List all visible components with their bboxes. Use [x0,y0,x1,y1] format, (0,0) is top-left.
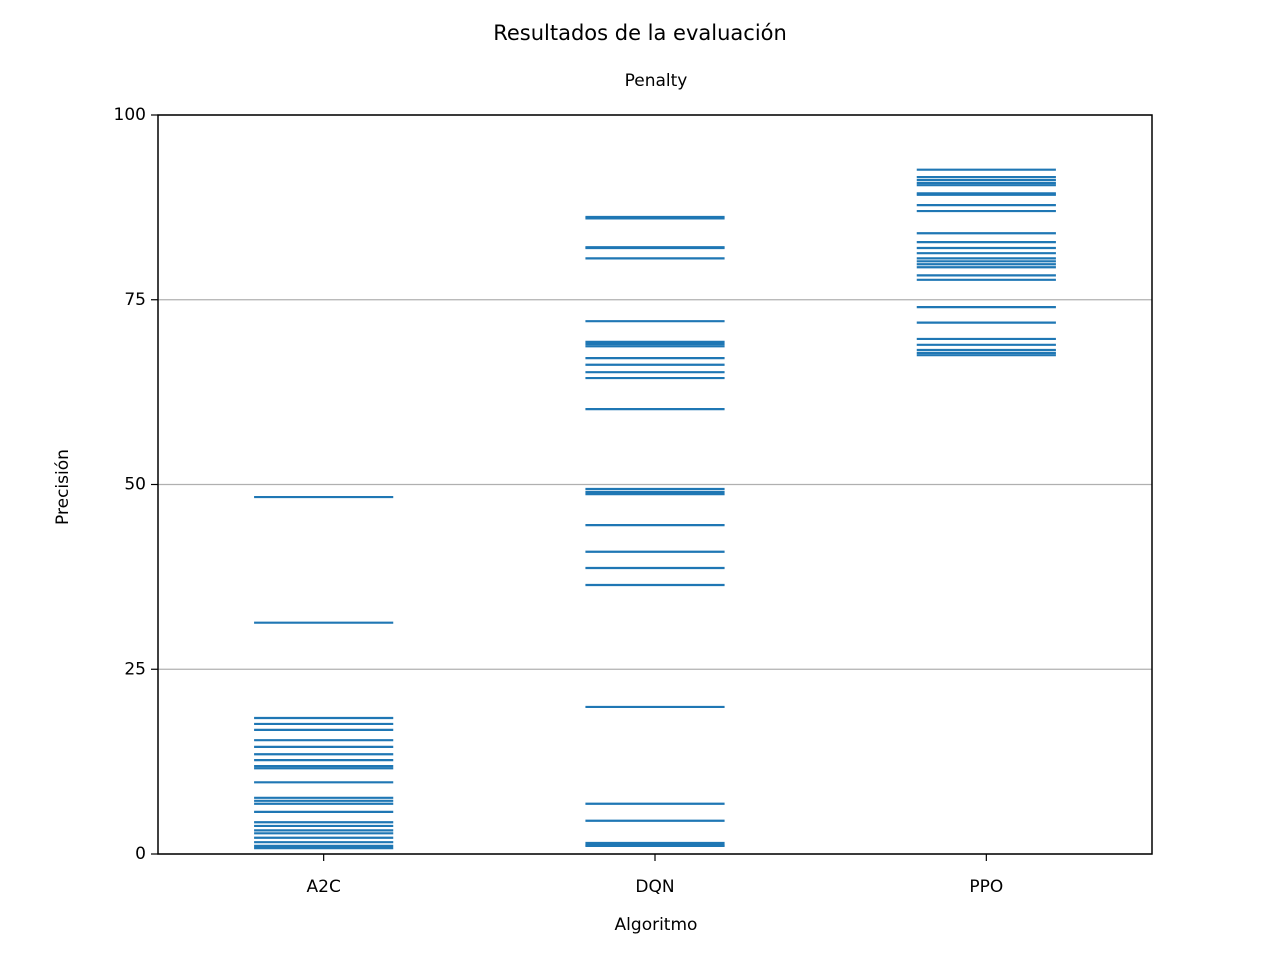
chart-title: Resultados de la evaluación [493,21,787,45]
plot-frame [157,114,1153,855]
x-tick-label: PPO [969,877,1003,897]
y-tick-label: 100 [114,105,146,125]
x-tick-label: DQN [635,877,674,897]
x-tick-label: A2C [307,877,341,897]
y-tick-label: 50 [124,475,146,495]
chart-subtitle: Penalty [625,71,688,91]
x-axis-label: Algoritmo [615,915,698,935]
y-axis-label: Precisión [53,449,73,525]
y-tick-label: 25 [124,659,146,679]
y-tick-label: 0 [135,844,146,864]
y-tick-label: 75 [124,290,146,310]
